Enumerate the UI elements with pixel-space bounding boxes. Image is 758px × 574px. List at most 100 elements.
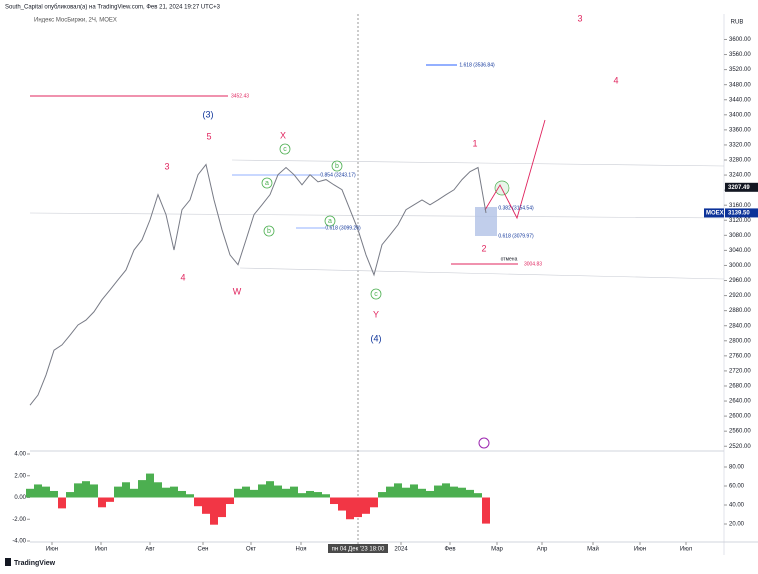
y-tick-label: 3440.00 [729, 97, 751, 103]
x-tick-label: Июл [95, 547, 108, 553]
histogram-bar [34, 484, 42, 498]
annotation: 3452.43 [231, 93, 249, 99]
y-tick-label: 2.00 [14, 473, 26, 479]
y-tick-label: 2800.00 [729, 338, 751, 344]
histogram-bar [298, 493, 306, 498]
histogram-bar [426, 490, 434, 498]
histogram-bar [466, 489, 474, 498]
y-tick-label: 2760.00 [729, 353, 751, 359]
histogram-bar [410, 484, 418, 498]
y-tick-label: 4.00 [14, 452, 26, 458]
header-title: South_Capital опубликовал(а) на TradingV… [5, 5, 221, 11]
wave-circle [279, 143, 291, 155]
histogram-bar [250, 489, 258, 498]
annotation: (3) [203, 109, 214, 119]
y-tick-label: 2560.00 [729, 429, 751, 435]
x-tick-label: Май [587, 546, 599, 553]
symbol-tag: MOEX [706, 210, 724, 216]
histogram-bar [234, 488, 242, 498]
wave-circle [370, 288, 382, 300]
annotation: 3004.83 [524, 261, 542, 267]
histogram-bar [146, 473, 154, 498]
logo-icon [5, 558, 11, 566]
histogram-bar [418, 488, 426, 498]
histogram-bar [194, 497, 202, 507]
wave-circle [331, 160, 343, 172]
histogram-bar [450, 486, 458, 498]
y2-tick-label: 80.00 [729, 465, 745, 471]
annotation: 0.854 (3243.17) [320, 172, 356, 178]
x-tick-label: Июл [680, 547, 693, 553]
histogram-bar [242, 486, 250, 498]
annotation: a [328, 218, 332, 225]
y-tick-label: 3320.00 [729, 143, 751, 149]
y-tick-label: 3120.00 [729, 218, 751, 224]
y-tick-label: -4.00 [12, 539, 26, 545]
annotation: 1 [472, 138, 477, 148]
annotation: 4 [613, 75, 618, 85]
x-tick-label: 2024 [394, 547, 408, 553]
histogram-bar [378, 492, 386, 498]
histogram-bar [210, 497, 218, 525]
histogram-bar [154, 482, 162, 498]
histogram-bar [282, 488, 290, 498]
x-tick-label: Окт [246, 547, 256, 553]
annotation: 0.618 (3099.26) [325, 225, 361, 231]
histogram-bar [202, 497, 210, 514]
annotation: c [374, 291, 378, 298]
histogram-bar [338, 497, 346, 511]
x-tick-label: Июн [46, 547, 58, 553]
y-tick-label: 2880.00 [729, 308, 751, 314]
annotation: 3 [164, 161, 169, 171]
histogram-bar [98, 497, 106, 508]
annotation: (4) [371, 333, 382, 343]
annotation: Y [373, 309, 379, 319]
y-tick-label: 3400.00 [729, 112, 751, 118]
symbol-tag-bg [704, 208, 724, 218]
histogram-bar [482, 497, 490, 524]
currency: RUB [731, 20, 744, 26]
trend-line [29, 212, 725, 219]
price-tag: 3139.50 [728, 210, 750, 216]
histogram-bar [130, 488, 138, 498]
x-tick-label: Авг [145, 547, 155, 553]
annotation: 0.618 (3079.97) [498, 233, 534, 239]
annotation: отмена [501, 256, 518, 262]
wave-circle [324, 215, 336, 227]
annotation: a [265, 180, 269, 187]
y-tick-label: 2600.00 [729, 414, 751, 420]
y-tick-label: 3560.00 [729, 52, 751, 58]
price-tag: 3207.49 [728, 185, 750, 191]
histogram-bar [170, 486, 178, 498]
annotation: 2 [481, 243, 486, 253]
histogram-bar [90, 484, 98, 498]
y-tick-label: 2680.00 [729, 384, 751, 390]
histogram-bar [306, 490, 314, 498]
wave-circle [261, 177, 273, 189]
y-tick-label: 3600.00 [729, 37, 751, 43]
y2-tick-label: 20.00 [729, 522, 745, 528]
histogram-bar [122, 482, 130, 498]
y-tick-label: 3000.00 [729, 263, 751, 269]
x-tick-label: Фев [444, 547, 455, 553]
trend-line [231, 159, 725, 167]
y-tick-label: 3080.00 [729, 233, 751, 239]
y-tick-label: -2.00 [12, 517, 26, 523]
y-tick-label: 3160.00 [729, 203, 751, 209]
histogram-bar [354, 497, 362, 518]
histogram-bar [314, 492, 322, 498]
y-tick-label: 2720.00 [729, 368, 751, 374]
wave-circle [263, 225, 275, 237]
x-tick-label: Сен [198, 547, 209, 553]
histogram-bar [66, 492, 74, 498]
histogram-bar [42, 486, 50, 498]
x-tick-label: Мар [491, 547, 503, 553]
y2-tick-label: 40.00 [729, 503, 745, 509]
histogram-bar [362, 497, 370, 514]
x-tick-label: Июн [634, 547, 646, 553]
annotation: 0.382 (3154.54) [498, 205, 534, 211]
chart-title: Индекс МосБиржи, 2Ч, MOEX [34, 18, 117, 24]
footer-logo: TradingView [14, 560, 56, 567]
